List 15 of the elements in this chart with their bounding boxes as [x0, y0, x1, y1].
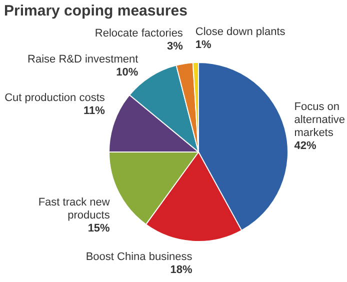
data-label: 11%	[83, 104, 106, 117]
data-label: 18%	[170, 264, 192, 276]
slice-label: Fast track new products	[38, 196, 110, 222]
data-label: 42%	[294, 140, 316, 152]
slice-label: Boost China business	[86, 250, 193, 263]
data-label: 1%	[195, 39, 212, 52]
slice-label: Close down plants	[195, 26, 286, 38]
slice-label: Raise R&D investment	[28, 54, 138, 66]
slice-label: Focus on alternative markets	[294, 100, 346, 139]
data-label: 3%	[167, 40, 184, 52]
slice-label: Cut production costs	[4, 92, 106, 104]
data-label: 10%	[116, 66, 138, 79]
chart-title: Primary coping measures	[4, 2, 188, 20]
data-label: 15%	[88, 222, 110, 235]
slice-label: Relocate factories	[94, 27, 184, 40]
